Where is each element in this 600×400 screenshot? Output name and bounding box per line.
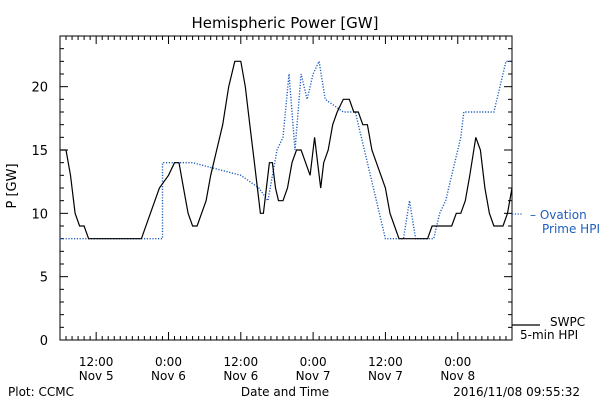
x-tick-label-date: Nov 6 (223, 369, 258, 383)
y-tick-label: 15 (31, 144, 48, 159)
y-tick-label: 10 (31, 207, 48, 222)
x-tick-label-date: Nov 5 (79, 369, 114, 383)
y-axis-label: P [GW] (5, 163, 20, 208)
y-tick-label: 0 (40, 334, 48, 349)
series-swpc-line (60, 60, 513, 240)
legend-ovation-label: – Ovation (530, 208, 587, 222)
x-tick-label-time: 0:00 (155, 355, 182, 369)
plot-lines (60, 58, 513, 240)
plot-credit: Plot: CCMC (8, 385, 74, 399)
x-tick-label-date: Nov 8 (440, 369, 475, 383)
x-tick-label-date: Nov 6 (151, 369, 186, 383)
legend-swpc-label: 5-min HPI (520, 328, 578, 342)
legend-swpc-label: SWPC (550, 315, 585, 329)
x-tick-label-time: 0:00 (300, 355, 327, 369)
plot-frame (59, 35, 513, 341)
x-tick-label-time: 0:00 (444, 355, 471, 369)
legend-ovation-label: Prime HPI (542, 222, 600, 236)
series-ovation-line (60, 58, 512, 240)
y-tick-label: 20 (31, 81, 48, 96)
y-axis: 0 5 10 15 20 (31, 35, 512, 349)
x-tick-label-date: Nov 7 (296, 369, 331, 383)
x-tick-label-time: 12:00 (224, 355, 259, 369)
x-tick-label-time: 12:00 (368, 355, 403, 369)
y-tick-label: 5 (40, 271, 48, 286)
x-tick-label-date: Nov 7 (368, 369, 403, 383)
plot-timestamp: 2016/11/08 09:55:32 (453, 385, 580, 399)
x-tick-label-time: 12:00 (79, 355, 114, 369)
chart-title: Hemispheric Power [GW] (192, 14, 379, 32)
x-axis-label: Date and Time (241, 385, 329, 399)
